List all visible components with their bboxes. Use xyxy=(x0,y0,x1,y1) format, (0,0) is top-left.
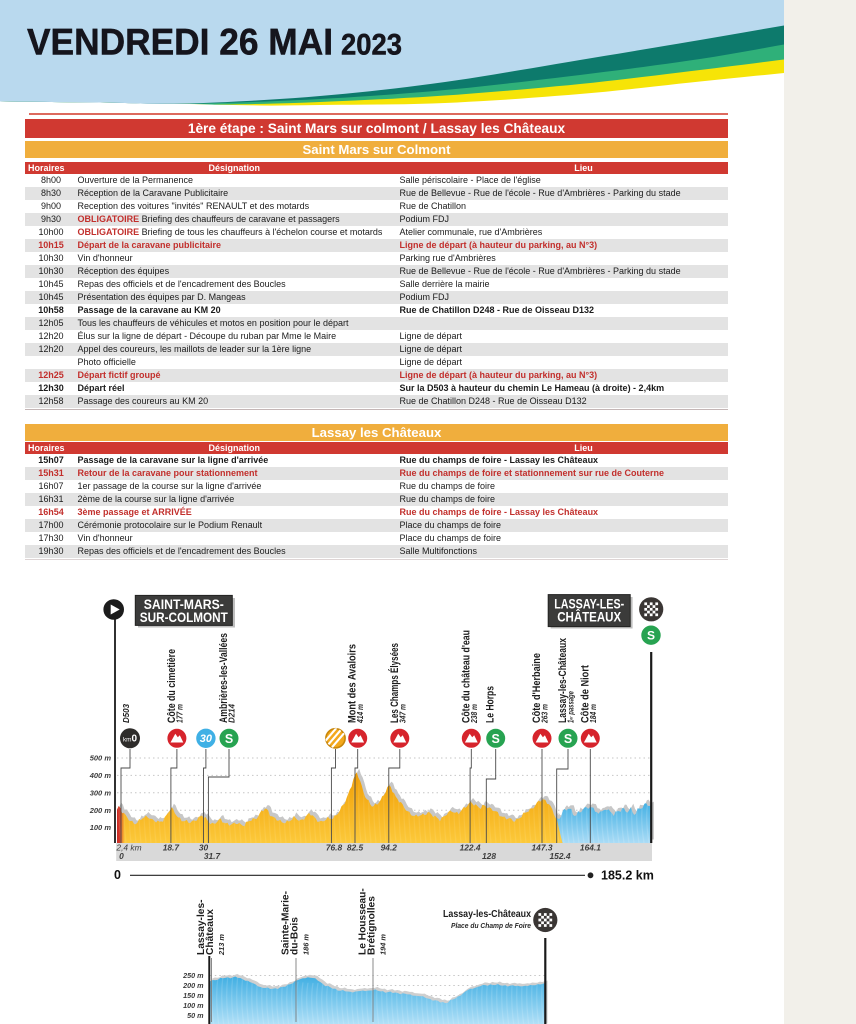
svg-text:30: 30 xyxy=(199,843,209,853)
svg-text:238 m: 238 m xyxy=(470,704,479,724)
svg-text:Côte du château d'eau: Côte du château d'eau xyxy=(460,630,472,723)
svg-text:1er passage: 1er passage xyxy=(567,690,576,723)
svg-text:200 m: 200 m xyxy=(182,981,204,990)
svg-text:Côte de Niort: Côte de Niort xyxy=(579,665,591,723)
svg-text:0: 0 xyxy=(114,868,121,882)
svg-text:414 m: 414 m xyxy=(356,704,365,724)
svg-text:S: S xyxy=(647,629,655,643)
svg-text:S: S xyxy=(492,732,500,746)
svg-text:S: S xyxy=(225,732,233,746)
svg-text:Côte d'Herbaine: Côte d'Herbaine xyxy=(531,653,543,723)
svg-text:76.8: 76.8 xyxy=(326,843,343,853)
svg-text:Les Champs Élysées: Les Champs Élysées xyxy=(388,643,401,723)
svg-text:100 m: 100 m xyxy=(90,823,112,832)
svg-text:200 m: 200 m xyxy=(89,806,112,815)
svg-text:50 m: 50 m xyxy=(187,1011,204,1020)
svg-text:150 m: 150 m xyxy=(183,991,204,1000)
svg-text:Ambrières-les-Vallées: Ambrières-les-Vallées xyxy=(218,633,230,723)
svg-text:Place du Champ de Foire: Place du Champ de Foire xyxy=(451,921,531,930)
svg-text:147.3: 147.3 xyxy=(532,843,553,853)
svg-text:km0: km0 xyxy=(123,734,138,745)
svg-text:400 m: 400 m xyxy=(89,771,112,780)
svg-text:Lassay-les-Châteaux: Lassay-les-Châteaux xyxy=(557,637,569,723)
svg-text:186 m: 186 m xyxy=(302,934,311,955)
svg-text:S: S xyxy=(564,732,572,746)
svg-text:du-Bois: du-Bois xyxy=(290,917,301,955)
svg-text:500 m: 500 m xyxy=(90,754,112,763)
svg-text:250 m: 250 m xyxy=(182,971,204,980)
svg-text:30: 30 xyxy=(200,733,213,745)
svg-text:177 m: 177 m xyxy=(175,704,184,723)
svg-text:Mont des Avaloirs: Mont des Avaloirs xyxy=(347,644,359,723)
svg-text:347 m: 347 m xyxy=(398,704,407,723)
svg-text:CHÂTEAUX: CHÂTEAUX xyxy=(557,610,621,625)
svg-text:128: 128 xyxy=(482,851,496,861)
svg-text:Sainte-Marie-: Sainte-Marie- xyxy=(281,891,292,955)
svg-text:213 m: 213 m xyxy=(217,934,226,956)
svg-text:122.4: 122.4 xyxy=(460,843,481,853)
svg-text:LASSAY-LES-: LASSAY-LES- xyxy=(554,597,624,612)
svg-text:Le Horps: Le Horps xyxy=(485,686,497,723)
svg-text:263 m: 263 m xyxy=(541,704,550,724)
svg-text:SAINT-MARS-: SAINT-MARS- xyxy=(144,597,224,612)
svg-text:184 m: 184 m xyxy=(589,704,598,723)
svg-text:D214: D214 xyxy=(228,703,237,723)
svg-text:0: 0 xyxy=(119,851,124,861)
svg-text:2,4 km: 2,4 km xyxy=(115,843,141,853)
svg-text:100 m: 100 m xyxy=(183,1001,204,1010)
svg-text:Lassay-les-Châteaux: Lassay-les-Châteaux xyxy=(443,909,531,920)
svg-text:SUR-COLMONT: SUR-COLMONT xyxy=(140,610,229,625)
svg-text:94.2: 94.2 xyxy=(381,843,398,853)
svg-text:Lassay-les-: Lassay-les- xyxy=(196,900,207,956)
svg-text:D503: D503 xyxy=(121,704,131,723)
svg-text:152.4: 152.4 xyxy=(550,851,571,861)
svg-text:185.2 km: 185.2 km xyxy=(601,869,654,883)
svg-text:Châteaux: Châteaux xyxy=(205,909,216,955)
svg-text:Brétignolles: Brétignolles xyxy=(367,896,378,955)
svg-text:31.7: 31.7 xyxy=(204,851,221,861)
svg-text:18.7: 18.7 xyxy=(163,843,180,853)
svg-text:82.5: 82.5 xyxy=(347,843,364,853)
svg-text:194 m: 194 m xyxy=(379,934,388,955)
svg-text:164.1: 164.1 xyxy=(580,843,601,853)
svg-text:300 m: 300 m xyxy=(90,788,112,797)
svg-text:Côte du cimetière: Côte du cimetière xyxy=(166,649,178,723)
svg-text:Le Housseau-: Le Housseau- xyxy=(358,888,369,955)
